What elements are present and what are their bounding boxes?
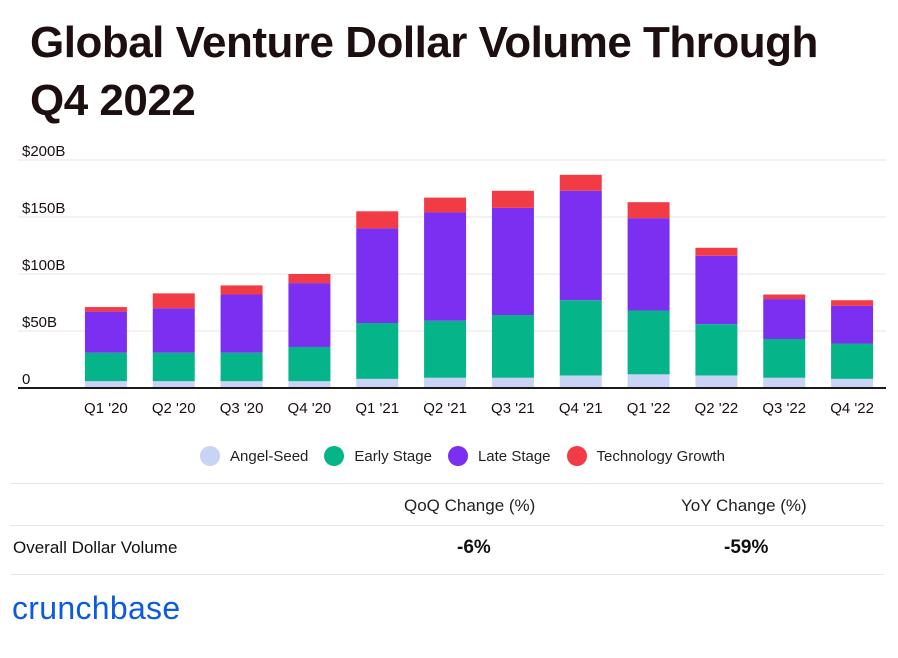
bar-segment	[559, 190, 602, 301]
x-tick-label: Q4 '20	[288, 400, 332, 417]
bar-segment	[424, 212, 467, 321]
qoq-header: QoQ Change (%)	[404, 496, 536, 515]
crunchbase-logo: crunchbase	[12, 590, 181, 626]
bar-segment	[424, 320, 467, 378]
bar-segment	[84, 381, 127, 388]
bar-segment	[288, 274, 331, 284]
bar-segment	[695, 375, 738, 388]
bar-segment	[152, 293, 195, 309]
y-tick-label: $100B	[22, 257, 65, 274]
y-tick-label: $200B	[22, 143, 65, 160]
legend-item-early-stage: Early Stage	[324, 446, 432, 466]
table-row-label: Overall Dollar Volume	[13, 538, 178, 557]
x-tick-label: Q3 '22	[762, 400, 806, 417]
bar-segment	[152, 381, 195, 388]
legend-item-late-stage: Late Stage	[447, 446, 551, 466]
bar-segment	[627, 310, 670, 375]
bar-segment	[695, 255, 738, 325]
bar-segment	[288, 346, 331, 382]
bar-segment	[831, 343, 874, 379]
bar-segment	[356, 323, 399, 379]
bar-segment	[356, 228, 399, 324]
bar-segment	[356, 378, 399, 388]
legend-label: Technology Growth	[596, 447, 725, 465]
bar-segment	[220, 285, 263, 295]
bar-segment	[84, 352, 127, 382]
bar-segment	[695, 324, 738, 376]
bar-segment	[627, 374, 670, 388]
bar-segment	[763, 294, 806, 300]
bar-segment	[763, 299, 806, 339]
stacked-bar-chart: $200B $150B $100B $50B 0 Q1 '20 Q2 '20 Q3 '20 Q4…	[18, 143, 886, 417]
bar-segment	[831, 300, 874, 306]
bar-segment	[695, 247, 738, 256]
x-tick-label: Q2 '21	[423, 400, 467, 417]
x-tick-label: Q4 '21	[559, 400, 603, 417]
legend-swatch	[324, 446, 345, 466]
legend-label: Early Stage	[354, 447, 432, 465]
x-tick-label: Q4 '22	[830, 400, 874, 417]
bar-segment	[424, 377, 467, 388]
legend-swatch	[200, 446, 220, 466]
bar-segment	[559, 300, 602, 376]
x-tick-label: Q1 '22	[627, 400, 671, 417]
bar-segment	[491, 190, 534, 208]
legend-swatch	[566, 446, 587, 466]
yoy-value: -59%	[724, 537, 769, 558]
bar-segment	[491, 377, 534, 388]
legend-item-technology-growth: Technology Growth	[566, 446, 725, 466]
bar-segment	[356, 211, 399, 229]
bar-segment	[84, 311, 127, 353]
y-tick-label: 0	[22, 371, 30, 388]
bar-segment	[152, 352, 195, 382]
bar-segment	[559, 375, 602, 388]
chart-title: Global Venture Dollar Volume Through Q4 …	[30, 18, 818, 125]
bar-segment	[288, 381, 331, 388]
legend-swatch	[447, 446, 468, 466]
x-tick-label: Q3 '20	[220, 400, 264, 417]
bar-segment	[627, 218, 670, 311]
y-tick-label: $50B	[22, 314, 57, 331]
bar-segment	[831, 305, 874, 344]
x-tick-label: Q2 '20	[152, 400, 196, 417]
bar-segment	[288, 283, 331, 347]
bar-segment	[424, 197, 467, 213]
bar-segment	[831, 378, 874, 388]
table-divider	[10, 574, 884, 575]
bar-segment	[491, 315, 534, 378]
table-divider	[10, 483, 884, 484]
y-tick-label: $150B	[22, 200, 65, 217]
legend-label: Late Stage	[477, 447, 551, 465]
x-tick-label: Q1 '21	[355, 400, 399, 417]
chart-legend: Angel-Seed Early Stage Late Stage Techno…	[200, 446, 741, 466]
legend-label: Angel-Seed	[230, 447, 309, 465]
x-tick-label: Q1 '20	[84, 400, 128, 417]
bar-segment	[763, 377, 806, 388]
x-tick-label: Q3 '21	[491, 400, 535, 417]
bar-segment	[763, 338, 806, 378]
x-tick-label: Q2 '22	[695, 400, 739, 417]
bar-segment	[491, 207, 534, 316]
qoq-value: -6%	[457, 537, 491, 558]
legend-item-angel-seed: Angel-Seed	[200, 446, 308, 466]
bar-segment	[220, 294, 263, 353]
bar-segment	[84, 307, 127, 312]
yoy-header: YoY Change (%)	[681, 496, 807, 515]
bar-segment	[627, 202, 670, 219]
bar-segment	[152, 308, 195, 353]
bar-segment	[559, 174, 602, 191]
table-divider	[10, 525, 884, 526]
bar-segment	[220, 381, 263, 388]
bar-segment	[220, 352, 263, 382]
